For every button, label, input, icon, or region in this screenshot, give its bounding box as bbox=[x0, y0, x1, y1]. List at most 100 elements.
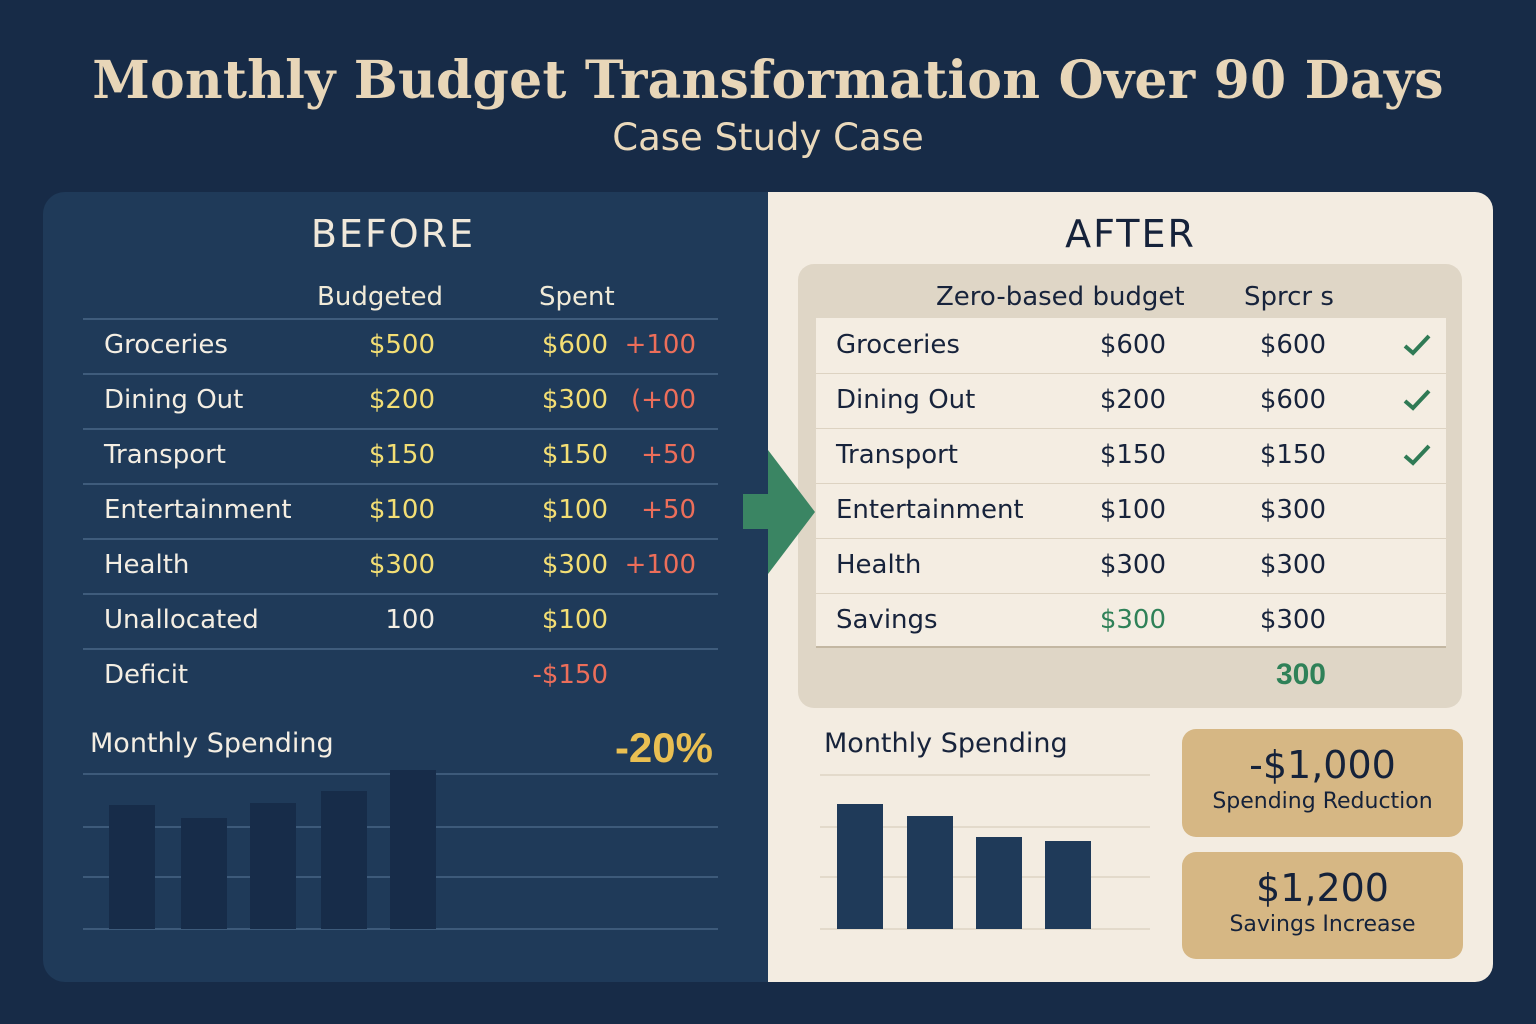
arrow-right-icon-head bbox=[768, 450, 815, 574]
before-spent: $300 bbox=[541, 550, 608, 580]
before-chart-change: -20% bbox=[614, 724, 713, 771]
after-total: 300 bbox=[1275, 658, 1326, 691]
before-budgeted: $200 bbox=[368, 385, 435, 415]
row-divider bbox=[816, 538, 1446, 539]
after-budget: $300 bbox=[1099, 550, 1166, 580]
chart-bar bbox=[907, 816, 953, 929]
before-budgeted: $500 bbox=[368, 330, 435, 360]
gridline bbox=[83, 928, 718, 930]
after-budget: $200 bbox=[1099, 385, 1166, 415]
stat-value: $1,200 bbox=[1256, 866, 1389, 910]
chart-bar bbox=[250, 803, 296, 929]
after-category: Entertainment bbox=[836, 495, 1024, 525]
before-category: Dining Out bbox=[104, 385, 244, 415]
after-col-spent: Sprcr s bbox=[1244, 282, 1334, 312]
before-category: Entertainment bbox=[104, 495, 292, 525]
chart-bar bbox=[321, 791, 367, 929]
after-row: Health $300 $300 bbox=[816, 538, 1446, 593]
stat-label: Spending Reduction bbox=[1212, 789, 1433, 814]
after-row: Groceries $600 $600 bbox=[816, 318, 1446, 373]
before-deficit-value: -$150 bbox=[532, 660, 608, 690]
before-row: Health $300 $300 +100 bbox=[83, 538, 718, 593]
after-budget: $100 bbox=[1099, 495, 1166, 525]
after-budget: $150 bbox=[1099, 440, 1166, 470]
before-category: Deficit bbox=[104, 660, 189, 690]
after-spent: $600 bbox=[1259, 385, 1326, 415]
before-spent: $600 bbox=[541, 330, 608, 360]
before-spent: $100 bbox=[541, 605, 608, 635]
after-category: Dining Out bbox=[836, 385, 976, 415]
chart-bar bbox=[109, 805, 155, 929]
after-row: Savings $300 $300 bbox=[816, 593, 1446, 648]
before-delta: +100 bbox=[624, 550, 696, 580]
before-delta: +100 bbox=[624, 330, 696, 360]
row-divider bbox=[83, 538, 718, 540]
before-category: Groceries bbox=[104, 330, 228, 360]
gridline bbox=[820, 928, 1150, 930]
row-divider bbox=[83, 483, 718, 485]
after-spent: $300 bbox=[1259, 495, 1326, 525]
checkmark-icon bbox=[1403, 334, 1431, 356]
after-chart-title: Monthly Spending bbox=[824, 728, 1068, 759]
before-heading: BEFORE bbox=[310, 212, 476, 256]
before-row: Unallocated 100 $100 bbox=[83, 593, 718, 648]
after-row: Entertainment $100 $300 bbox=[816, 483, 1446, 538]
gridline bbox=[820, 826, 1150, 828]
before-budgeted: 100 bbox=[385, 605, 435, 635]
after-category: Transport bbox=[836, 440, 959, 470]
after-category: Groceries bbox=[836, 330, 960, 360]
row-divider bbox=[816, 483, 1446, 484]
before-row: Entertainment $100 $100 +50 bbox=[83, 483, 718, 538]
after-spent: $300 bbox=[1259, 550, 1326, 580]
stat-card-spending-reduction: -$1,000 Spending Reduction bbox=[1182, 729, 1463, 837]
chart-bar bbox=[837, 804, 883, 929]
after-heading: AFTER bbox=[1065, 212, 1196, 256]
before-row: Transport $150 $150 +50 bbox=[83, 428, 718, 483]
before-spent: $100 bbox=[541, 495, 608, 525]
after-spent: $150 bbox=[1259, 440, 1326, 470]
before-budgeted: $100 bbox=[368, 495, 435, 525]
row-divider bbox=[83, 373, 718, 375]
after-spent: $600 bbox=[1259, 330, 1326, 360]
before-category: Unallocated bbox=[104, 605, 259, 635]
after-table: Groceries $600 $600 Dining Out $200 $600… bbox=[816, 318, 1446, 648]
after-col-budget: Zero-based budget bbox=[936, 282, 1185, 312]
before-spent: $300 bbox=[541, 385, 608, 415]
row-divider bbox=[83, 648, 718, 650]
row-divider bbox=[816, 593, 1446, 594]
before-budgeted: $300 bbox=[368, 550, 435, 580]
before-budgeted: $150 bbox=[368, 440, 435, 470]
before-row: Groceries $500 $600 +100 bbox=[83, 318, 718, 373]
checkmark-icon bbox=[1403, 389, 1431, 411]
stat-value: -$1,000 bbox=[1249, 743, 1396, 787]
stat-card-savings-increase: $1,200 Savings Increase bbox=[1182, 852, 1463, 959]
after-row: Dining Out $200 $600 bbox=[816, 373, 1446, 428]
before-row-deficit: Deficit -$150 bbox=[83, 648, 718, 703]
after-budget: $300 bbox=[1099, 605, 1166, 635]
before-category: Transport bbox=[104, 440, 227, 470]
after-budget: $600 bbox=[1099, 330, 1166, 360]
chart-bar bbox=[976, 837, 1022, 929]
before-category: Health bbox=[104, 550, 190, 580]
before-delta: +50 bbox=[641, 440, 696, 470]
row-divider bbox=[83, 593, 718, 595]
chart-bar bbox=[1045, 841, 1091, 929]
before-delta: (+00 bbox=[630, 385, 696, 415]
page-title: Monthly Budget Transformation Over 90 Da… bbox=[92, 50, 1444, 111]
row-divider bbox=[816, 428, 1446, 429]
gridline bbox=[820, 774, 1150, 776]
chart-bar bbox=[390, 770, 436, 929]
checkmark-icon bbox=[1403, 444, 1431, 466]
before-col-budgeted: Budgeted bbox=[317, 282, 444, 312]
before-spent: $150 bbox=[541, 440, 608, 470]
after-row: Transport $150 $150 bbox=[816, 428, 1446, 483]
chart-bar bbox=[181, 818, 227, 929]
after-category: Savings bbox=[836, 605, 938, 635]
before-delta: +50 bbox=[641, 495, 696, 525]
after-category: Health bbox=[836, 550, 922, 580]
page-subtitle: Case Study Case bbox=[612, 116, 924, 159]
before-chart-title: Monthly Spending bbox=[90, 728, 334, 759]
before-col-spent: Spent bbox=[539, 282, 615, 312]
row-divider bbox=[83, 318, 718, 320]
before-row: Dining Out $200 $300 (+00 bbox=[83, 373, 718, 428]
